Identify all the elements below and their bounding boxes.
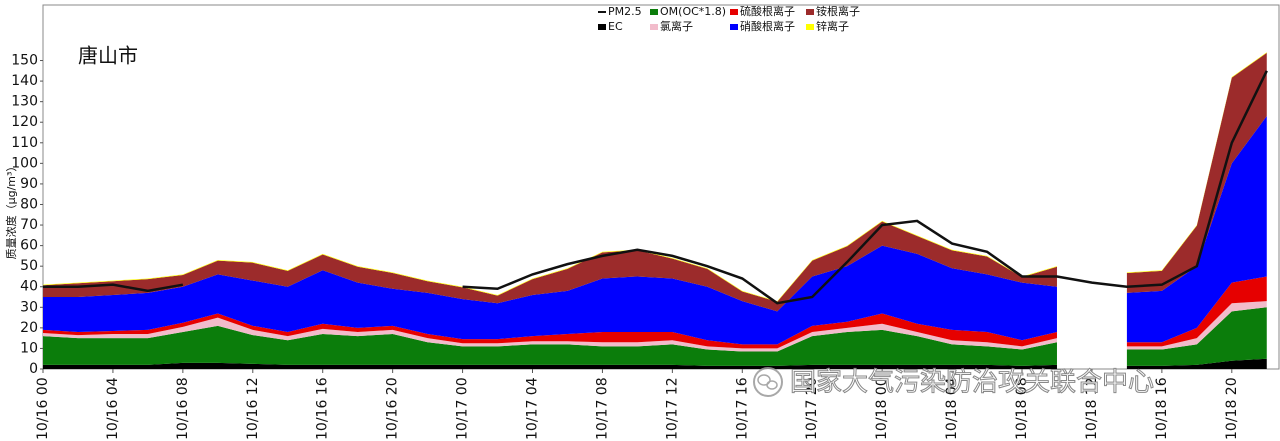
legend-swatch [806, 9, 814, 15]
legend-swatch [650, 24, 658, 30]
y-tick-label: 80 [20, 196, 38, 212]
y-tick-label: 140 [11, 73, 38, 89]
x-tick-label: 10/17 08 [594, 377, 610, 440]
x-tick-label: 10/18 12 [1084, 377, 1100, 440]
y-tick-label: 110 [11, 135, 38, 151]
legend-swatch [650, 9, 658, 15]
x-tick-label: 10/18 00 [874, 377, 890, 440]
legend-swatch [598, 24, 606, 30]
legend-swatch [806, 24, 814, 30]
x-tick-label: 10/16 04 [105, 377, 121, 440]
x-tick-label: 10/18 16 [1154, 377, 1170, 440]
legend-label: OM(OC*1.8) [660, 5, 726, 18]
legend-label: 硝酸根离子 [740, 19, 795, 33]
area [1126, 301, 1267, 350]
legend-label: 氯离子 [660, 19, 693, 33]
x-tick-label: 10/16 16 [315, 377, 331, 440]
area [43, 362, 1057, 369]
x-tick-label: 10/17 12 [664, 377, 680, 440]
area [1126, 116, 1267, 343]
area [1126, 276, 1267, 347]
pm25-line [462, 70, 1268, 305]
legend-label: PM2.5 [608, 5, 642, 18]
y-tick-label: 40 [20, 279, 38, 295]
legend-swatch [730, 9, 738, 15]
y-tick-label: 20 [20, 320, 38, 336]
y-axis-label: 质量浓度（μg/m³） [4, 161, 18, 260]
x-tick-label: 10/17 16 [734, 377, 750, 440]
foreground: 10/16 00 10/16 04 10/16 08 10/16 12 10/16 16… [35, 70, 1268, 440]
x-tick-label: 10/18 04 [944, 377, 960, 440]
areas [43, 52, 1267, 369]
y-tick-label: 60 [20, 238, 38, 254]
watermark-icon [753, 367, 783, 397]
watermark: 国家大气污染防治攻关联合中心 [790, 368, 1154, 398]
chart-title: 唐山市 [78, 44, 138, 68]
y-tick-label: 120 [11, 114, 38, 130]
area [1126, 358, 1267, 369]
area [1126, 52, 1267, 293]
area [43, 325, 1057, 366]
legend-label: 铵根离子 [816, 4, 860, 18]
x-tick-label: 10/17 04 [525, 377, 541, 440]
legend-label: 硫酸根离子 [740, 4, 795, 18]
y-tick-label: 100 [11, 155, 38, 171]
icon-bubble [757, 374, 771, 386]
y-tick-label: 30 [20, 299, 38, 315]
x-tick-label: 10/18 20 [1224, 377, 1240, 440]
y-tick-label: 50 [20, 258, 38, 274]
x-tick-label: 10/16 20 [385, 377, 401, 440]
x-tick-label: 10/16 08 [175, 377, 191, 440]
y-tick-label: 70 [20, 217, 38, 233]
x-tick-label: 10/17 20 [804, 377, 820, 440]
y-tick-label: 150 [11, 53, 38, 69]
y-tick-label: 90 [20, 176, 38, 192]
y-tick-label: 10 [20, 340, 38, 356]
legend-label: 锌离子 [816, 19, 849, 33]
y-tick-label: 130 [11, 94, 38, 110]
area [1126, 307, 1267, 366]
area [43, 221, 1057, 312]
area [43, 245, 1057, 345]
y-tick-label: 0 [29, 361, 38, 377]
icon-bubble [766, 380, 778, 390]
x-tick-label: 10/18 08 [1014, 377, 1030, 440]
x-tick-label: 10/17 00 [455, 377, 471, 440]
legend-swatch [730, 24, 738, 30]
x-tick-label: 10/16 12 [245, 377, 261, 440]
x-tick-label: 10/16 00 [35, 377, 51, 440]
legend-label: EC [608, 20, 623, 33]
pm25-line [43, 283, 184, 293]
